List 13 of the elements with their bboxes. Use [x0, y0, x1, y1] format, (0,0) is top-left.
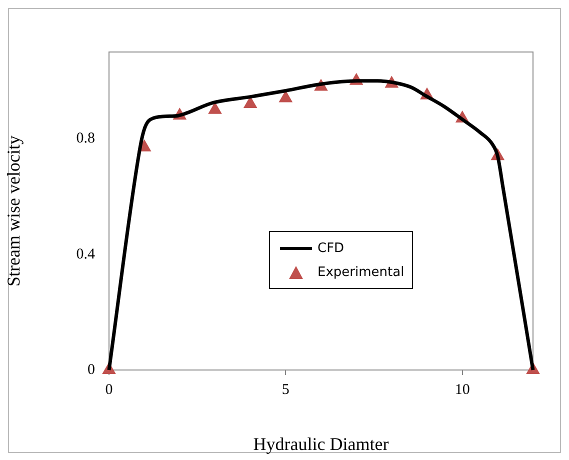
x-tick-label: 5 [282, 382, 290, 398]
y-tick-label: 0 [88, 362, 95, 378]
x-tick-label: 10 [454, 382, 470, 398]
x-axis-title: Hydraulic Diamter [253, 434, 389, 454]
legend-label: CFD [318, 240, 344, 256]
y-tick-label: 0.4 [76, 246, 96, 262]
point [208, 102, 222, 114]
y-tick-label: 0.8 [76, 130, 95, 147]
legend-label: Experimental [318, 264, 404, 280]
point [278, 90, 293, 102]
y-axis-title: Stream wise velocity [4, 136, 24, 286]
x-tick-label: 0 [105, 382, 113, 398]
point [243, 96, 258, 108]
